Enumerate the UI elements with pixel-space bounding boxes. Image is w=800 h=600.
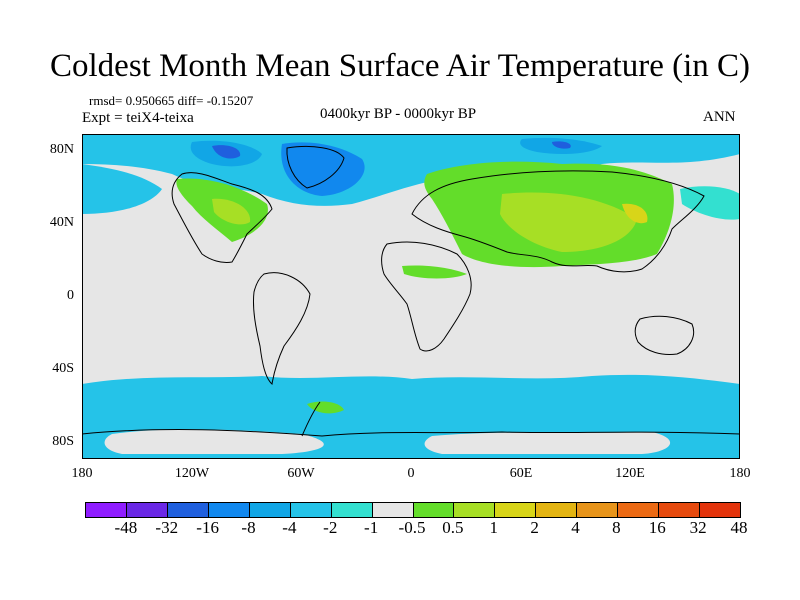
- arctic-cold-region: [552, 141, 571, 149]
- lat-label-40n: 40N: [49, 215, 74, 230]
- colorbar-tick-label: 4: [571, 518, 580, 537]
- lon-label-60w: 60W: [287, 466, 315, 481]
- antarctica-neutral-region: [424, 432, 671, 454]
- north-america-warm-region: [212, 198, 251, 225]
- coastlines: [82, 145, 740, 437]
- colorbar-tick-label: -4: [282, 518, 297, 537]
- season-label: ANN: [703, 109, 736, 125]
- lat-label-80n: 80N: [49, 142, 74, 157]
- coastline-antarctic-peninsula: [301, 401, 321, 437]
- antarctic-peninsula-warm-region: [307, 401, 344, 414]
- arctic-cold-region: [281, 142, 365, 196]
- colorbar: [85, 502, 741, 518]
- colorbar-tick-label: 16: [648, 518, 666, 537]
- colorbar-swatch: [290, 503, 332, 517]
- colorbar-swatch: [413, 503, 455, 517]
- map-title: Coldest Month Mean Surface Air Temperatu…: [50, 48, 750, 84]
- pacific-anomaly-region: [680, 186, 740, 220]
- colorbar-swatch: [126, 503, 168, 517]
- colorbar-swatch: [167, 503, 209, 517]
- lat-label-40s: 40S: [52, 361, 74, 376]
- colorbar-swatch: [700, 503, 740, 517]
- coastline-australia: [634, 315, 695, 355]
- colorbar-swatch: [659, 503, 701, 517]
- colorbar-tick-label: 1: [489, 518, 499, 537]
- lat-label-80s: 80S: [52, 434, 74, 449]
- colorbar-swatch: [331, 503, 373, 517]
- coastline-greenland: [286, 145, 345, 189]
- colorbar-swatch: [86, 503, 127, 517]
- antarctica-neutral-region: [104, 429, 324, 454]
- lon-label-120w: 120W: [174, 466, 210, 481]
- colorbar-tick-label: -0.5: [398, 518, 426, 537]
- experiment-label: Expt = teiX4-teixa: [82, 110, 194, 126]
- colorbar-swatch: [454, 503, 496, 517]
- coastline-north-america: [171, 172, 273, 263]
- colorbar-swatch: [372, 503, 414, 517]
- arabia-warm-region: [402, 265, 467, 279]
- colorbar-tick-label: 2: [530, 518, 539, 537]
- colorbar-swatch: [208, 503, 250, 517]
- arctic-cold-region: [212, 145, 241, 159]
- colorbar-swatch: [577, 503, 619, 517]
- colorbar-tick-label: 48: [730, 518, 748, 537]
- lon-label-120e: 120E: [615, 466, 645, 481]
- period-label: 0400kyr BP - 0000kyr BP: [320, 106, 477, 122]
- lon-label-180-east: 180: [729, 466, 751, 481]
- lon-label-180-west: 180: [71, 466, 93, 481]
- map-border: [82, 134, 740, 459]
- coastline-eurasia: [411, 170, 705, 273]
- colorbar-tick-label: -1: [364, 518, 379, 537]
- coastline-south-america: [253, 272, 311, 385]
- lat-label-0: 0: [67, 288, 74, 303]
- lon-label-60e: 60E: [509, 466, 533, 481]
- colorbar-swatch: [536, 503, 578, 517]
- pacific-anomaly-region: [82, 164, 162, 214]
- coastline-antarctica: [82, 429, 740, 437]
- colorbar-swatch: [495, 503, 537, 517]
- colorbar-tick-label: 0.5: [442, 518, 464, 537]
- colorbar-tick-label: 8: [612, 518, 621, 537]
- eurasia-warm-region: [500, 192, 637, 252]
- lon-label-0: 0: [407, 466, 415, 481]
- eurasia-warm-region: [622, 203, 648, 224]
- colorbar-tick-label: -16: [196, 518, 219, 537]
- colorbar-tick-label: -48: [114, 518, 138, 537]
- rmsd-diff-stats: rmsd= 0.950665 diff= -0.15207: [89, 93, 254, 108]
- colorbar-tick-label: -8: [241, 518, 256, 537]
- colorbar-swatch: [249, 503, 291, 517]
- coastline-africa: [381, 241, 472, 352]
- colorbar-swatch: [618, 503, 660, 517]
- temperature-difference-map: [82, 134, 740, 459]
- colorbar-tick-label: 32: [689, 518, 707, 537]
- colorbar-tick-label: -2: [323, 518, 338, 537]
- colorbar-tick-label: -32: [155, 518, 179, 537]
